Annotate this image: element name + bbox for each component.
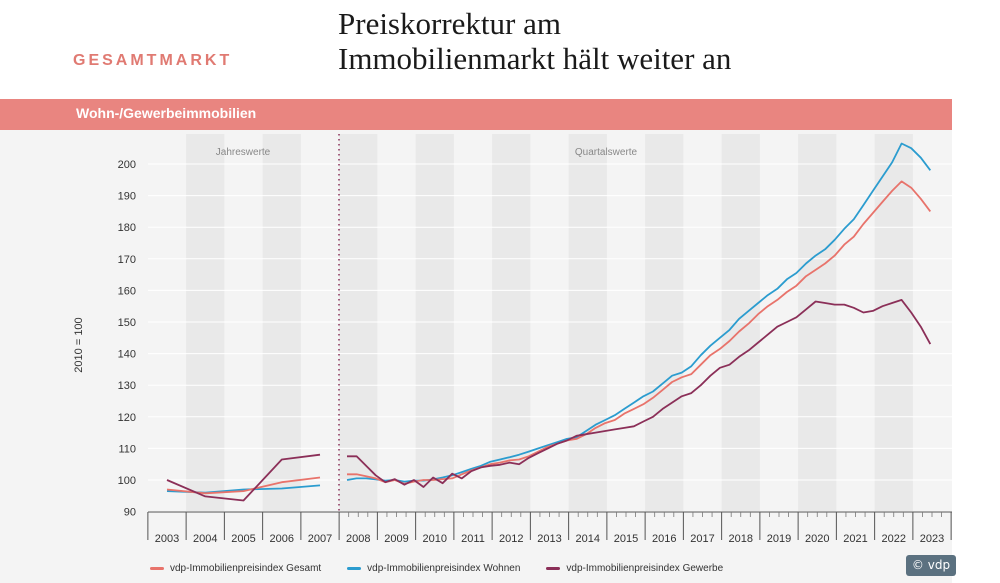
x-tick-label: 2018	[729, 533, 753, 545]
x-tick-label: 2013	[537, 533, 561, 545]
x-tick-label: 2003	[155, 533, 179, 545]
x-tick-label: 2019	[767, 533, 791, 545]
page-title: Preiskorrektur am Immobilienmarkt hält w…	[338, 6, 938, 76]
year-stripe	[874, 134, 913, 512]
y-tick-label: 160	[118, 285, 136, 297]
year-stripe	[645, 134, 684, 512]
y-tick-label: 120	[118, 412, 136, 424]
legend-label-gewerbe: vdp-Immobilienpreisindex Gewerbe	[566, 563, 724, 574]
x-tick-label: 2008	[346, 533, 370, 545]
x-tick-label: 2020	[805, 533, 829, 545]
x-tick-label: 2014	[576, 533, 600, 545]
section-label-annual: Jahreswerte	[216, 147, 271, 158]
x-tick-label: 2017	[690, 533, 714, 545]
year-stripe	[415, 134, 454, 512]
y-tick-label: 110	[118, 443, 136, 455]
section-kicker: GESAMTMARKT	[73, 52, 233, 69]
x-tick-label: 2021	[843, 533, 867, 545]
y-tick-label: 90	[124, 507, 136, 519]
x-tick-label: 2015	[614, 533, 638, 545]
page-title-line-1: Preiskorrektur am	[338, 6, 561, 41]
category-band-label: Wohn-/Gewerbeimmobilien	[76, 105, 257, 121]
series-line-gesamt-annual	[166, 476, 321, 495]
legend-swatch-gewerbe	[546, 567, 561, 570]
year-stripe	[339, 134, 378, 512]
legend-item-gewerbe: vdp-Immobilienpreisindex Gewerbe	[546, 563, 723, 574]
year-stripe	[492, 134, 531, 512]
x-tick-label: 2022	[882, 533, 906, 545]
section-label-quarterly: Quartalswerte	[575, 147, 638, 158]
legend-label-gesamt: vdp-Immobilienpreisindex Gesamt	[170, 563, 322, 574]
y-tick-label: 130	[118, 380, 136, 392]
y-tick-label: 150	[118, 317, 136, 329]
x-tick-label: 2011	[461, 533, 485, 545]
legend-item-wohnen: vdp-Immobilienpreisindex Wohnen	[347, 563, 520, 574]
x-tick-label: 2010	[423, 533, 447, 545]
y-axis-label: 2010 = 100	[73, 317, 85, 372]
page-title-line-2: Immobilienmarkt hält weiter an	[338, 41, 732, 76]
series-line-gesamt-quarterly	[347, 180, 932, 485]
legend-item-gesamt: vdp-Immobilienpreisindex Gesamt	[150, 563, 321, 574]
legend-swatch-wohnen	[347, 567, 362, 570]
y-tick-label: 170	[118, 254, 136, 266]
series-line-gewerbe-annual	[166, 453, 321, 502]
legend-label-wohnen: vdp-Immobilienpreisindex Wohnen	[367, 563, 521, 574]
year-stripe	[186, 134, 225, 512]
x-tick-label: 2006	[270, 533, 294, 545]
chart-background	[0, 130, 952, 583]
legend-swatch-gesamt	[150, 567, 164, 570]
x-tick-label: 2012	[499, 533, 523, 545]
y-tick-label: 100	[118, 475, 136, 487]
x-tick-label: 2023	[920, 533, 944, 545]
year-stripe	[568, 134, 607, 512]
x-tick-label: 2005	[231, 533, 255, 545]
x-tick-label: 2009	[384, 533, 408, 545]
x-tick-label: 2016	[652, 533, 676, 545]
y-tick-label: 180	[118, 222, 136, 234]
y-tick-label: 190	[118, 191, 136, 203]
year-stripe	[721, 134, 760, 512]
legend: vdp-Immobilienpreisindex Gesamt vdp-Immo…	[150, 563, 723, 574]
y-tick-label: 200	[118, 159, 136, 171]
y-tick-label: 140	[118, 349, 136, 361]
x-tick-label: 2007	[308, 533, 332, 545]
series-line-wohnen-quarterly	[346, 142, 932, 483]
x-tick-label: 2004	[193, 533, 217, 545]
year-stripe	[798, 134, 837, 512]
copyright-badge: © vdp	[906, 555, 956, 576]
category-band: Wohn-/Gewerbeimmobilien	[0, 99, 952, 130]
year-stripe	[262, 134, 301, 512]
series-line-gewerbe-quarterly	[347, 298, 932, 488]
